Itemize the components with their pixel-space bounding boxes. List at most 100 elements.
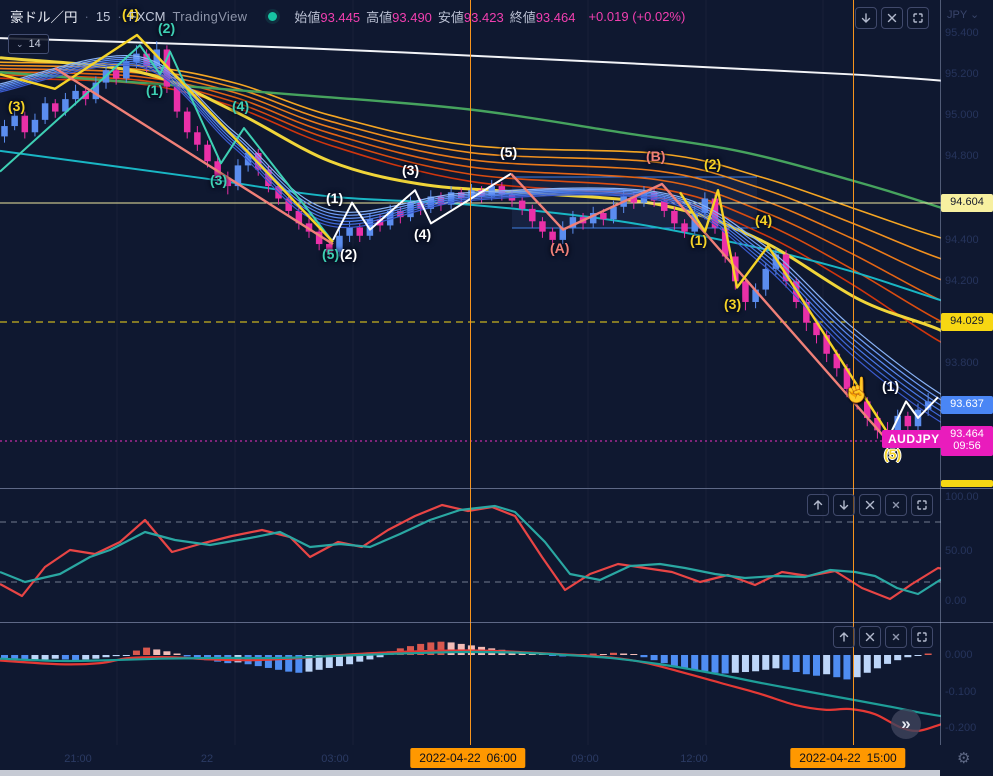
axis-tick-95.200: 95.200 (945, 68, 979, 80)
change-readout: +0.019 (+0.02%) (588, 8, 686, 24)
down-candle (742, 281, 749, 303)
wave-label-4[interactable]: (4) (122, 6, 140, 22)
bottom-scroll-strip[interactable] (0, 770, 940, 776)
time-badge-15:00: 2022-04-22 15:00 (790, 748, 906, 768)
down-candle (721, 227, 729, 257)
wave-label-1[interactable]: (1) (326, 190, 344, 206)
up-candle (589, 213, 597, 224)
maximize-button[interactable] (911, 626, 933, 648)
close-small-button[interactable] (885, 494, 907, 516)
indicator-legend-toggle[interactable]: ⌄ 14 (8, 34, 49, 54)
down-candle (326, 244, 333, 253)
arrow-down-button[interactable] (833, 494, 855, 516)
price-badge-94.029: 94.029 (941, 313, 993, 331)
wave-label-3[interactable]: (3) (8, 98, 26, 114)
wave-label-5[interactable]: (5) (322, 246, 340, 262)
wave-label-5[interactable]: (5) (500, 144, 518, 160)
symbol-title[interactable]: 豪ドル／円 (10, 10, 78, 25)
main-price-pane[interactable] (0, 0, 941, 488)
arrow-up-icon (839, 632, 849, 642)
close-small-button[interactable] (885, 626, 907, 648)
down-candle (265, 169, 272, 187)
wave-label-4[interactable]: (4) (755, 212, 773, 228)
down-candle (285, 198, 292, 211)
down-candle (183, 111, 191, 133)
teal-impulse-left (0, 44, 334, 243)
price-badge-94.604: 94.604 (941, 194, 993, 212)
interval-label[interactable]: 15 (95, 8, 111, 24)
salmon-trend-left (54, 67, 334, 246)
close-icon (865, 500, 875, 510)
close-button[interactable] (859, 494, 881, 516)
axis-tick-94.400: 94.400 (945, 234, 979, 246)
close-icon (887, 13, 897, 23)
arrow-up-button[interactable] (807, 494, 829, 516)
long-term-emas (0, 61, 941, 239)
axis-tick-93.800: 93.800 (945, 357, 979, 369)
wave-label-3[interactable]: (3) (724, 296, 742, 312)
arrow-up-icon (813, 500, 823, 510)
wave-label-4[interactable]: (4) (232, 98, 250, 114)
down-candle (853, 388, 861, 402)
up-candle (427, 196, 435, 209)
signal-line (0, 650, 941, 718)
up-candle (62, 99, 69, 112)
wave-label-B[interactable]: (B) (646, 148, 666, 164)
pane-separator-2[interactable] (0, 622, 993, 623)
arrow-down-button[interactable] (855, 7, 877, 29)
down-candle (671, 210, 678, 224)
tradingview-logo-text[interactable]: TradingView (172, 8, 248, 24)
time-tick-21:00: 21:00 (64, 753, 92, 765)
close-button[interactable] (859, 626, 881, 648)
down-candle (833, 353, 841, 369)
scroll-to-realtime-button[interactable]: » (891, 709, 921, 739)
arrow-up-button[interactable] (833, 626, 855, 648)
white-ma (0, 37, 941, 82)
price-axis-border (940, 0, 941, 745)
wave-label-4[interactable]: (4) (414, 226, 432, 242)
green-ma (0, 71, 941, 210)
short-term-emas (0, 58, 941, 407)
hand-cursor-icon: ☝ (842, 377, 872, 404)
price-axis[interactable]: JPY ⌄ 95.400 95.200 95.000 94.800 94.400 94.2… (941, 0, 993, 745)
wave-label-1[interactable]: (1) (690, 232, 708, 248)
price-badge-93.464: 93.464 09:56 (941, 426, 993, 456)
wave-label-3[interactable]: (3) (402, 162, 420, 178)
down-candle (315, 231, 323, 245)
pane-separator-1[interactable] (0, 488, 993, 489)
axis-tick-0.00: 0.00 (945, 595, 967, 607)
exchange-label[interactable]: FXCM (128, 8, 166, 24)
wave-label-1[interactable]: (1) (146, 82, 164, 98)
down-candle (803, 302, 810, 323)
ohlc-field: 始値93.445 (294, 9, 361, 25)
up-candle (610, 206, 617, 220)
wave-label-2[interactable]: (2) (704, 156, 722, 172)
down-candle (681, 223, 688, 232)
ohlc-field: 終値93.464 (509, 9, 576, 25)
wave-label-1[interactable]: (1) (882, 378, 900, 394)
axis-tick-0.000: 0.000 (945, 649, 973, 661)
macd-pane[interactable] (0, 623, 941, 745)
up-candle (123, 61, 130, 79)
down-candle (661, 200, 668, 211)
stochastic-pane[interactable] (0, 489, 941, 622)
time-tick-03:00: 03:00 (321, 753, 349, 765)
yellow-zigzag-left (0, 33, 334, 243)
down-candle (458, 192, 465, 199)
stochastic-pane-toolbar (807, 494, 933, 516)
axis-tick-94.200: 94.200 (945, 275, 979, 287)
close-button[interactable] (881, 7, 903, 29)
wave-label-2[interactable]: (2) (340, 246, 358, 262)
maximize-button[interactable] (911, 494, 933, 516)
down-candle (143, 53, 150, 67)
chevron-down-icon: ⌄ (16, 38, 24, 49)
wave-label-A[interactable]: (A) (550, 240, 570, 256)
white-impulse-right (888, 396, 939, 438)
gear-icon[interactable]: ⚙ (957, 750, 971, 767)
wave-label-5[interactable]: (5) (884, 446, 902, 462)
maximize-button[interactable] (907, 7, 929, 29)
up-candle (72, 90, 79, 100)
currency-dropdown[interactable]: JPY ⌄ (947, 9, 980, 21)
wave-label-2[interactable]: (2) (158, 20, 176, 36)
wave-label-3[interactable]: (3) (210, 172, 228, 188)
